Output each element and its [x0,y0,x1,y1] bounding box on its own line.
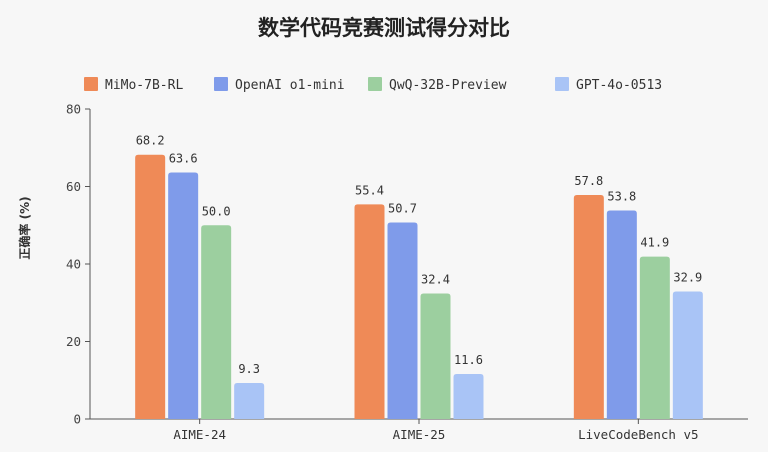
data-label: 32.4 [421,272,450,286]
bar [135,154,166,419]
legend-item: OpenAI o1-mini [214,77,345,93]
data-label: 53.8 [607,190,636,204]
legend-swatch [555,77,569,91]
bar [573,195,604,419]
data-labels: 68.2 63.6 50.0 9.3 55.4 50.7 32.4 11.6 57.8 53.8 4… [136,134,703,376]
data-label: 32.9 [673,271,702,285]
legend-item: QwQ-32B-Preview [368,77,507,93]
y-axis-label: 正确率 (%) [17,196,32,259]
chart-title: 数学代码竞赛测试得分对比 [258,16,510,40]
legend-item: MiMo-7B-RL [84,77,183,93]
y-axis: 0 20 40 60 80 [66,102,91,427]
x-tick-label: AIME-24 [173,427,226,442]
data-label: 68.2 [136,134,165,148]
bars [135,154,703,419]
data-label: 63.6 [169,152,198,166]
bar [639,256,670,419]
y-tick-label: 20 [66,334,81,349]
legend-label: MiMo-7B-RL [105,78,183,93]
x-tick-label: LiveCodeBench v5 [578,427,698,442]
y-tick-label: 80 [66,102,81,117]
x-tick-label: AIME-25 [393,427,446,442]
bar [453,374,484,419]
bar [420,293,451,419]
data-label: 50.7 [388,202,417,216]
bar [201,225,232,419]
bar [168,172,199,419]
data-label: 41.9 [640,236,669,250]
y-tick-label: 0 [73,412,81,427]
x-axis: AIME-24 AIME-25 LiveCodeBench v5 [90,418,748,442]
bar [606,210,637,419]
legend-swatch [214,77,228,91]
legend-label: QwQ-32B-Preview [389,78,507,93]
legend-swatch [84,77,98,91]
bar [387,222,418,419]
legend: MiMo-7B-RL OpenAI o1-mini QwQ-32B-Preview G… [84,77,662,93]
data-label: 55.4 [355,183,384,197]
legend-item: GPT-4o-0513 [555,77,662,93]
bar [354,204,385,419]
legend-label: GPT-4o-0513 [576,78,662,93]
data-label: 57.8 [574,174,603,188]
legend-swatch [368,77,382,91]
data-label: 11.6 [454,353,483,367]
y-tick-label: 40 [66,257,81,272]
bar [672,291,703,419]
bar [234,382,265,419]
data-label: 9.3 [238,362,260,376]
legend-label: OpenAI o1-mini [235,78,345,93]
y-tick-label: 60 [66,179,81,194]
data-label: 50.0 [202,204,231,218]
